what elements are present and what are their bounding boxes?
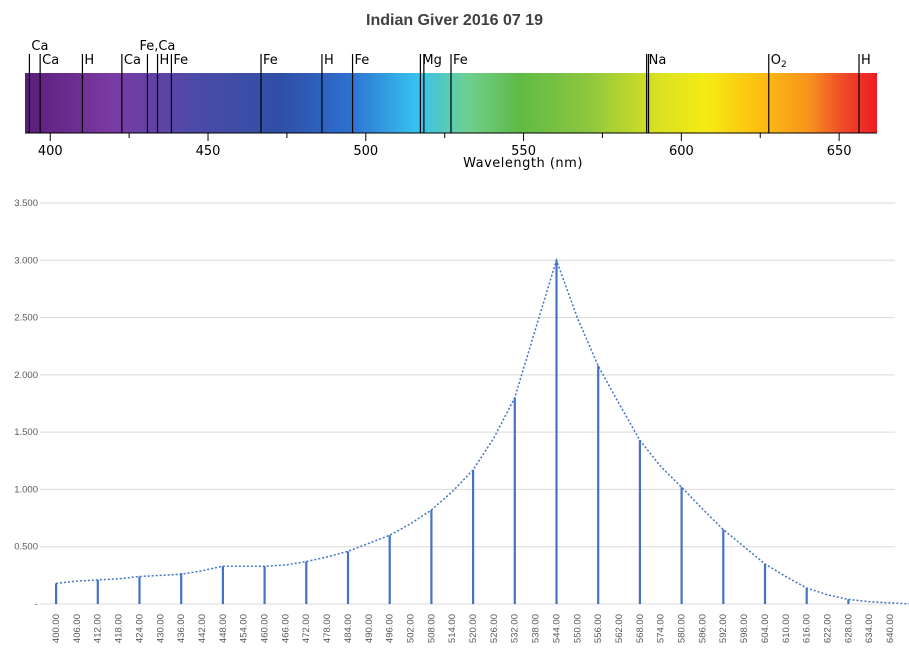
spectral-line-label: Ca (124, 53, 141, 68)
y-tick-label: 1.000 (14, 484, 38, 495)
spectral-line-label: Ca (31, 39, 48, 54)
spectral-line-label: Fe (355, 53, 370, 68)
x-tick-label: 544.00 (551, 614, 562, 643)
x-tick-label: 484.00 (343, 614, 354, 643)
bar (555, 260, 558, 604)
x-tick-label: 538.00 (531, 614, 542, 643)
x-tick-label: 406.00 (72, 614, 83, 643)
x-tick-label: 454.00 (239, 614, 250, 643)
spectral-line-label: O2 (771, 53, 787, 70)
x-tick-label: 412.00 (93, 614, 104, 643)
spectrum-tick-label: 400 (38, 144, 63, 159)
y-tick-label: 0.500 (14, 542, 38, 553)
spectral-line-label: Fe (263, 53, 278, 68)
bar (305, 561, 308, 604)
x-tick-label: 592.00 (718, 614, 729, 643)
bar (263, 566, 266, 604)
x-tick-label: 586.00 (697, 614, 708, 643)
spectral-line-label: Ca (42, 53, 59, 68)
x-tick-label: 640.00 (885, 614, 896, 643)
bar (138, 576, 141, 604)
x-tick-label: 580.00 (677, 614, 688, 643)
x-tick-label: 598.00 (739, 614, 750, 643)
x-tick-label: 604.00 (760, 614, 771, 643)
y-tick-label: 1.500 (14, 427, 38, 438)
x-tick-label: 448.00 (218, 614, 229, 643)
x-tick-label: 610.00 (781, 614, 792, 643)
bar (805, 587, 808, 604)
x-tick-label: 634.00 (864, 614, 875, 643)
bar (180, 573, 183, 604)
x-tick-label: 436.00 (176, 614, 187, 643)
x-tick-label: 442.00 (197, 614, 208, 643)
x-tick-label: 616.00 (802, 614, 813, 643)
bar (430, 510, 433, 604)
trend-line (55, 257, 909, 605)
x-tick-label: 532.00 (510, 614, 521, 643)
spectral-line-label: Fe (453, 53, 468, 68)
x-tick-label: 430.00 (155, 614, 166, 643)
spectral-line-label: Na (649, 53, 667, 68)
chart-title: Indian Giver 2016 07 19 (366, 12, 543, 29)
y-tick-label: 2.500 (14, 313, 38, 324)
x-tick-label: 502.00 (405, 614, 416, 643)
bar (55, 583, 58, 604)
spectrum-tick-label: 550 (511, 144, 536, 159)
bar (346, 551, 350, 604)
x-tick-label: 466.00 (280, 614, 291, 643)
bar (472, 469, 475, 604)
spectral-line-label: Fe (173, 53, 188, 68)
x-tick-label: 622.00 (822, 614, 833, 643)
x-tick-label: 514.00 (447, 614, 458, 643)
bar (513, 397, 516, 604)
bar (638, 440, 641, 604)
spectral-line-label: Fe,Ca (139, 39, 175, 54)
x-tick-label: 628.00 (843, 614, 854, 643)
bar (96, 579, 99, 604)
spectrum-tick-label: 600 (669, 144, 694, 159)
bar (847, 599, 850, 604)
x-tick-label: 460.00 (260, 614, 271, 643)
spectrum-tick-label: 500 (353, 144, 378, 159)
bar (722, 529, 725, 604)
spectrum-tick-label: 650 (827, 144, 852, 159)
x-tick-label: 574.00 (656, 614, 667, 643)
y-tick-label: 3.500 (14, 198, 38, 209)
x-tick-label: 520.00 (468, 614, 479, 643)
x-tick-label: 550.00 (572, 614, 583, 643)
x-tick-label: 424.00 (134, 614, 145, 643)
bar (763, 563, 767, 604)
x-tick-label: 400.00 (51, 614, 62, 643)
bar (597, 365, 600, 604)
y-tick-label: - (35, 599, 38, 610)
spectral-line-label: H (160, 53, 170, 68)
y-tick-label: 2.000 (14, 370, 38, 381)
y-tick-label: 3.000 (14, 255, 38, 266)
x-tick-label: 562.00 (614, 614, 625, 643)
x-tick-label: 556.00 (593, 614, 604, 643)
x-tick-label: 568.00 (635, 614, 646, 643)
x-tick-label: 418.00 (114, 614, 125, 643)
x-tick-label: 478.00 (322, 614, 333, 643)
spectral-line-label: H (84, 53, 94, 68)
x-tick-label: 526.00 (489, 614, 500, 643)
bar (388, 535, 391, 604)
x-tick-label: 490.00 (364, 614, 375, 643)
spectral-line-label: H (861, 53, 871, 68)
x-tick-label: 508.00 (426, 614, 437, 643)
spectral-line-label: Mg (422, 53, 441, 68)
x-tick-label: 472.00 (301, 614, 312, 643)
bar (221, 566, 224, 604)
spectrum-tick-label: 450 (196, 144, 221, 159)
bar (680, 487, 683, 604)
x-tick-label: 496.00 (385, 614, 396, 643)
spectral-line-label: H (324, 53, 334, 68)
spectrum-x-axis-label: Wavelength (nm) (463, 156, 583, 171)
